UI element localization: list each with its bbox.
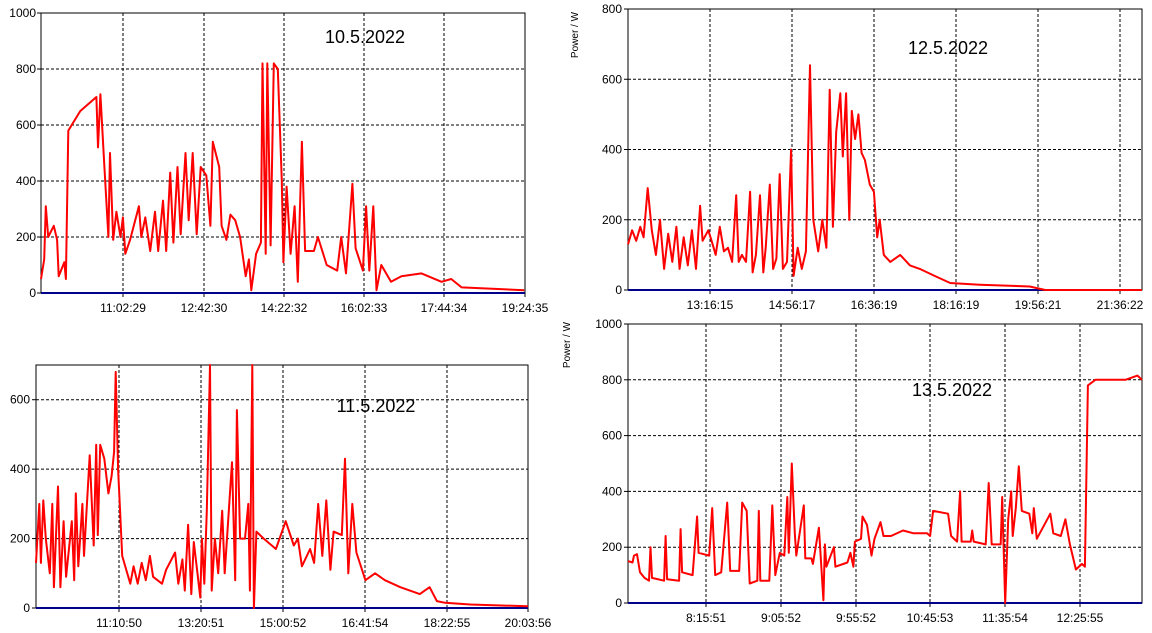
y-tick-label: 200	[602, 213, 622, 227]
y-tick-label: 0	[615, 283, 622, 297]
x-tick-label: 15:00:52	[260, 616, 307, 630]
chart-title: 10.5.2022	[325, 27, 405, 47]
x-tick-label: 9:05:52	[761, 611, 801, 625]
chart-10-5-2022: 0 200 400 600 800 1000 11:02:29 12:42:30 14:22:3…	[9, 6, 548, 315]
y-tick-label: 400	[16, 174, 36, 188]
x-tick-label: 11:35:54	[982, 611, 1028, 625]
y-tick-label: 1000	[9, 6, 36, 20]
y-tick-label: 600	[602, 429, 622, 443]
y-tick-label: 0	[29, 286, 36, 300]
x-tick-label: 12:25:55	[1057, 611, 1104, 625]
y-tick-label: 200	[10, 532, 30, 546]
power-series-line	[40, 62, 525, 292]
x-tick-label: 19:56:21	[1015, 298, 1062, 312]
x-tick-label: 18:22:55	[424, 616, 471, 630]
x-tick-label: 11:10:50	[96, 616, 142, 630]
chart-11-5-2022: 0 200 400 600 11:10:50 13:20:51 15:00:52 16:41:…	[10, 364, 552, 630]
y-tick-label: 0	[23, 601, 30, 615]
y-tick-label: 0	[615, 596, 622, 610]
y-tick-label: 600	[16, 118, 36, 132]
x-tick-label: 19:24:35	[502, 301, 549, 315]
y-tick-label: 200	[602, 540, 622, 554]
x-tick-label: 11:02:29	[100, 301, 146, 315]
x-tick-label: 14:56:17	[769, 298, 816, 312]
x-tick-label: 18:16:19	[933, 298, 980, 312]
x-tick-label: 20:03:56	[505, 616, 552, 630]
x-tick-label: 9:55:52	[836, 611, 876, 625]
chart-13-5-2022: 0 200 400 600 800 1000 8:15:51 9:05:52 9:55:52 10…	[562, 317, 1143, 625]
x-tick-label: 16:36:19	[851, 298, 898, 312]
chart-title: 12.5.2022	[908, 38, 988, 58]
chart-title: 13.5.2022	[912, 380, 992, 400]
y-tick-label: 400	[10, 462, 30, 476]
y-tick-label: 400	[602, 143, 622, 157]
x-tick-label: 17:44:34	[421, 301, 468, 315]
power-series-line	[627, 374, 1143, 604]
power-series-line	[35, 364, 529, 609]
x-tick-label: 16:02:33	[341, 301, 388, 315]
x-tick-label: 16:41:54	[342, 616, 389, 630]
chart-title: 11.5.2022	[337, 396, 416, 416]
y-tick-label: 800	[602, 373, 622, 387]
x-tick-label: 10:45:53	[907, 611, 954, 625]
y-tick-label: 1000	[595, 317, 622, 331]
x-tick-label: 13:16:15	[687, 298, 734, 312]
plot-frame	[627, 323, 1143, 604]
y-tick-label: 600	[602, 72, 622, 86]
y-tick-label: 800	[16, 62, 36, 76]
x-tick-label: 21:36:22	[1097, 298, 1144, 312]
y-axis-label: Power / W	[562, 321, 573, 368]
x-tick-label: 12:42:30	[181, 301, 228, 315]
power-series-line	[627, 64, 1142, 291]
x-tick-label: 13:20:51	[178, 616, 225, 630]
x-tick-label: 8:15:51	[686, 611, 726, 625]
chart-12-5-2022: 0 200 400 600 800 13:16:15 14:56:17 16:36:19 18:…	[570, 2, 1144, 312]
y-axis-label: Power / W	[570, 11, 581, 58]
y-tick-label: 600	[10, 393, 30, 407]
y-tick-label: 400	[602, 484, 622, 498]
y-tick-label: 200	[16, 230, 36, 244]
x-tick-label: 14:22:32	[261, 301, 308, 315]
y-tick-label: 800	[602, 2, 622, 16]
